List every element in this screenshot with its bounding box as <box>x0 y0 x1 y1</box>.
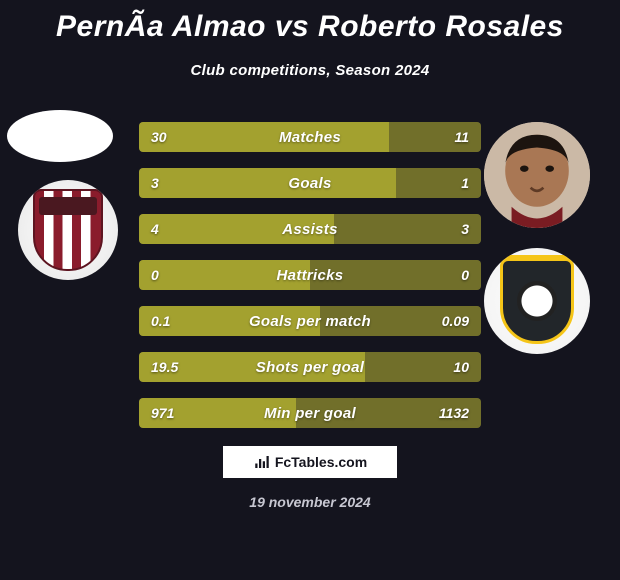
page-title: PernÃ­a Almao vs Roberto Rosales <box>0 0 620 44</box>
stat-value-left: 30 <box>151 122 167 152</box>
shield-icon <box>33 189 103 271</box>
stat-label: Shots per goal <box>139 352 481 382</box>
stat-value-right: 1132 <box>439 398 469 428</box>
stat-label: Goals per match <box>139 306 481 336</box>
stat-value-right: 1 <box>461 168 469 198</box>
stat-row: Shots per goal19.5 10 <box>139 352 481 382</box>
page-subtitle: Club competitions, Season 2024 <box>0 62 620 79</box>
club-right-badge <box>484 248 590 354</box>
stat-value-right: 11 <box>454 122 469 152</box>
stat-value-right: 0.09 <box>442 306 469 336</box>
stat-row: Matches30 11 <box>139 122 481 152</box>
stat-value-right: 10 <box>453 352 469 382</box>
stat-bars: Matches3011Goals31Assists43Hattricks00Go… <box>139 122 481 444</box>
stat-label: Goals <box>139 168 481 198</box>
stat-value-left: 971 <box>151 398 174 428</box>
stat-row: Goals3 1 <box>139 168 481 198</box>
stat-row: Hattricks0 0 <box>139 260 481 290</box>
footer-logo-text: FcTables.com <box>275 454 367 470</box>
chart-icon <box>253 453 271 471</box>
footer-date: 19 november 2024 <box>0 494 620 510</box>
stat-label: Assists <box>139 214 481 244</box>
stat-value-left: 19.5 <box>151 352 178 382</box>
player-left-avatar <box>7 110 113 162</box>
stat-value-left: 0.1 <box>151 306 170 336</box>
shield-icon <box>500 258 574 344</box>
stat-row: Assists4 3 <box>139 214 481 244</box>
stat-value-left: 3 <box>151 168 159 198</box>
stat-row: Min per goal971 1132 <box>139 398 481 428</box>
footer-logo: FcTables.com <box>223 446 397 478</box>
stat-value-left: 4 <box>151 214 159 244</box>
stat-value-left: 0 <box>151 260 159 290</box>
face-icon <box>484 122 590 228</box>
club-left-badge <box>18 180 118 280</box>
stat-value-right: 3 <box>461 214 469 244</box>
player-right-avatar <box>484 122 590 228</box>
stat-value-right: 0 <box>461 260 469 290</box>
stat-label: Matches <box>139 122 481 152</box>
stat-row: Goals per match0.1 0.09 <box>139 306 481 336</box>
stat-label: Hattricks <box>139 260 481 290</box>
stat-label: Min per goal <box>139 398 481 428</box>
